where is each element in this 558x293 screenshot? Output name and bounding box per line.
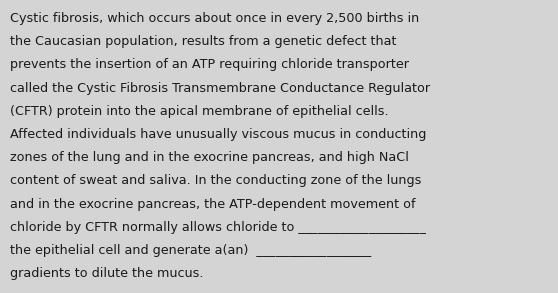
Text: (CFTR) protein into the apical membrane of epithelial cells.: (CFTR) protein into the apical membrane … [10, 105, 388, 118]
Text: the Caucasian population, results from a genetic defect that: the Caucasian population, results from a… [10, 35, 397, 48]
Text: and in the exocrine pancreas, the ATP-dependent movement of: and in the exocrine pancreas, the ATP-de… [10, 197, 416, 211]
Text: Affected individuals have unusually viscous mucus in conducting: Affected individuals have unusually visc… [10, 128, 426, 141]
Text: called the Cystic Fibrosis Transmembrane Conductance Regulator: called the Cystic Fibrosis Transmembrane… [10, 81, 430, 95]
Text: gradients to dilute the mucus.: gradients to dilute the mucus. [10, 267, 204, 280]
Text: zones of the lung and in the exocrine pancreas, and high NaCl: zones of the lung and in the exocrine pa… [10, 151, 409, 164]
Text: Cystic fibrosis, which occurs about once in every 2,500 births in: Cystic fibrosis, which occurs about once… [10, 12, 419, 25]
Text: the epithelial cell and generate a(an)  __________________: the epithelial cell and generate a(an) _… [10, 244, 371, 257]
Text: prevents the insertion of an ATP requiring chloride transporter: prevents the insertion of an ATP requiri… [10, 58, 409, 71]
Text: chloride by CFTR normally allows chloride to ____________________: chloride by CFTR normally allows chlorid… [10, 221, 426, 234]
Text: content of sweat and saliva. In the conducting zone of the lungs: content of sweat and saliva. In the cond… [10, 174, 421, 188]
